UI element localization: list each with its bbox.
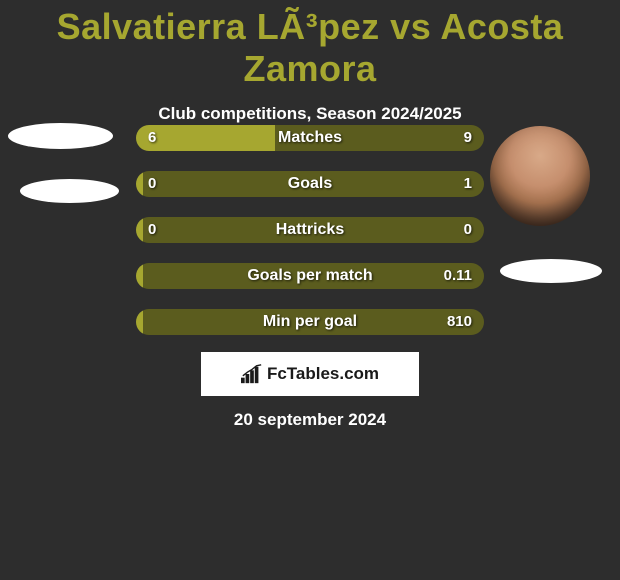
- stat-value-right: 0.11: [444, 263, 472, 289]
- date-stamp: 20 september 2024: [0, 410, 620, 430]
- stat-label: Min per goal: [136, 309, 484, 335]
- page-subtitle: Club competitions, Season 2024/2025: [0, 104, 620, 124]
- stat-row: Min per goal810: [136, 309, 484, 335]
- stat-label: Hattricks: [136, 217, 484, 243]
- stat-value-right: 1: [464, 171, 472, 197]
- bars-icon: [241, 364, 263, 384]
- player-right-club-badge: [500, 259, 602, 283]
- player-right-avatar: [490, 126, 590, 226]
- stat-row: Goals0 1: [136, 171, 484, 197]
- stat-value-left: 0: [148, 171, 156, 197]
- page-title: Salvatierra LÃ³pez vs Acosta Zamora: [0, 0, 620, 90]
- stat-value-right: 0: [464, 217, 472, 243]
- stat-value-left: 6: [148, 125, 156, 151]
- attribution-text: FcTables.com: [267, 364, 379, 384]
- stat-label: Goals: [136, 171, 484, 197]
- stat-row: Goals per match0.11: [136, 263, 484, 289]
- attribution-box[interactable]: FcTables.com: [201, 352, 419, 396]
- stat-label: Matches: [136, 125, 484, 151]
- stat-row: Matches6 9: [136, 125, 484, 151]
- stat-label: Goals per match: [136, 263, 484, 289]
- stat-value-right: 9: [464, 125, 472, 151]
- stats-container: Matches69Goals01Hattricks00Goals per mat…: [136, 125, 484, 355]
- page-root: Salvatierra LÃ³pez vs Acosta Zamora Club…: [0, 0, 620, 580]
- player-left-avatar: [8, 123, 113, 149]
- stat-value-right: 810: [447, 309, 472, 335]
- player-left-club-badge: [20, 179, 119, 203]
- stat-row: Hattricks0 0: [136, 217, 484, 243]
- stat-value-left: 0: [148, 217, 156, 243]
